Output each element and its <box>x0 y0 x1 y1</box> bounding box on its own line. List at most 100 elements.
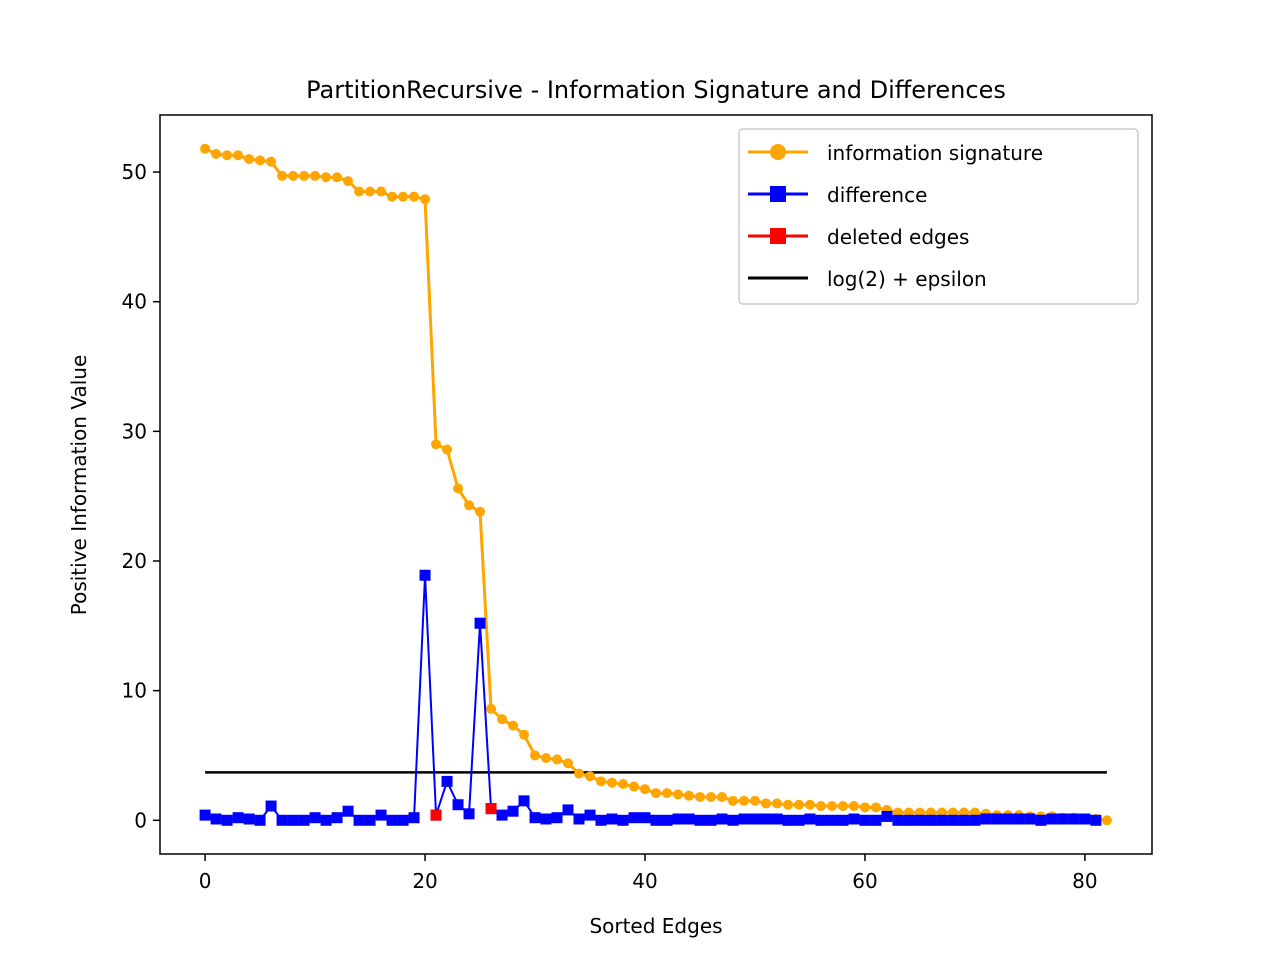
signature-point <box>442 444 453 455</box>
difference-point <box>397 814 409 826</box>
legend-label-difference: difference <box>827 183 927 207</box>
difference-point <box>1035 814 1047 826</box>
difference-point <box>782 814 794 826</box>
signature-point <box>760 798 771 809</box>
signature-point <box>683 790 694 801</box>
signature-point <box>848 801 859 812</box>
signature-point <box>826 801 837 812</box>
y-axis-label: Positive Information Value <box>67 355 91 616</box>
difference-point <box>650 814 662 826</box>
difference-point <box>991 813 1003 825</box>
difference-point <box>936 814 948 826</box>
difference-point <box>1013 813 1025 825</box>
difference-point <box>606 813 618 825</box>
signature-point <box>277 170 288 181</box>
difference-point <box>309 812 321 824</box>
signature-point <box>552 754 563 765</box>
signature-point <box>738 795 749 806</box>
difference-point <box>551 812 563 824</box>
signature-point <box>629 781 640 792</box>
difference-point <box>1057 813 1069 825</box>
signature-point <box>661 788 672 799</box>
difference-point <box>353 814 365 826</box>
difference-point <box>661 814 673 826</box>
difference-point <box>210 813 222 825</box>
difference-point <box>408 812 420 824</box>
plot-area <box>199 143 1112 826</box>
legend-marker-circle <box>770 144 786 160</box>
x-axis-label: Sorted Edges <box>589 914 722 938</box>
y-tick-label: 40 <box>122 290 147 314</box>
difference-point <box>826 814 838 826</box>
signature-point <box>541 753 552 764</box>
y-axis: 0 10 20 30 40 50 <box>122 160 160 832</box>
difference-point <box>815 814 827 826</box>
difference-point <box>232 812 244 824</box>
signature-point <box>321 172 332 183</box>
x-tick-label: 0 <box>199 869 212 893</box>
signature-point <box>332 172 343 183</box>
signature-point <box>596 776 607 787</box>
signature-point <box>804 799 815 810</box>
signature-point <box>574 768 585 779</box>
y-tick-label: 20 <box>122 549 147 573</box>
difference-point <box>199 809 211 821</box>
difference-point <box>298 814 310 826</box>
signature-point <box>453 483 464 494</box>
signature-point <box>651 788 661 799</box>
signature-point <box>508 720 519 731</box>
signature-point <box>618 778 629 789</box>
deleted-edge-point <box>430 809 442 821</box>
signature-point <box>640 784 651 795</box>
signature-point <box>793 799 804 810</box>
signature-point <box>244 154 255 165</box>
difference-point <box>804 813 816 825</box>
difference-point <box>386 814 398 826</box>
difference-point <box>947 814 959 826</box>
difference-point <box>375 809 387 821</box>
difference-point <box>958 814 970 826</box>
deleted-edge-point <box>485 803 497 815</box>
difference-point <box>793 814 805 826</box>
difference-point <box>221 814 233 826</box>
difference-point <box>738 813 750 825</box>
legend-frame <box>738 128 1139 305</box>
difference-point <box>716 813 728 825</box>
signature-point <box>420 194 431 205</box>
signature-point <box>200 143 211 154</box>
difference-point <box>496 809 508 821</box>
difference-point <box>441 775 453 787</box>
signature-point <box>705 791 716 802</box>
difference-point <box>507 805 519 817</box>
signature-point <box>672 789 683 800</box>
x-tick-label: 20 <box>412 869 437 893</box>
difference-point <box>562 804 574 816</box>
signature-point <box>376 186 387 197</box>
signature-point <box>222 150 233 161</box>
difference-point <box>859 814 871 826</box>
signature-point <box>387 191 398 202</box>
signature-point <box>343 176 354 187</box>
difference-point <box>617 814 629 826</box>
difference-point <box>1024 813 1036 825</box>
legend-label-deleted-edges: deleted edges <box>827 225 969 249</box>
difference-point <box>969 814 981 826</box>
legend-label-information-signature: information signature <box>827 141 1043 165</box>
legend-item-difference: difference <box>748 183 927 207</box>
chart-title: PartitionRecursive - Information Signatu… <box>306 76 1006 104</box>
difference-point <box>881 810 893 822</box>
signature-point <box>716 791 727 802</box>
signature-point <box>288 170 299 181</box>
signature-point <box>409 191 420 202</box>
signature-point <box>354 186 365 197</box>
y-tick-label: 50 <box>122 160 147 184</box>
signature-point <box>870 802 881 813</box>
signature-point <box>431 439 442 450</box>
signature-point <box>727 795 738 806</box>
difference-point <box>364 814 376 826</box>
difference-point <box>529 812 541 824</box>
difference-point <box>760 813 772 825</box>
legend-marker-square <box>770 186 786 202</box>
signature-point <box>211 148 222 159</box>
